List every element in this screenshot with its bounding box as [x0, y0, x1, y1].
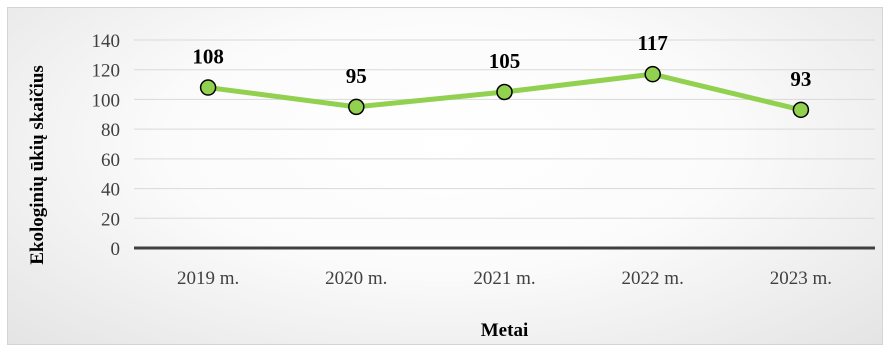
- y-axis-title: Ekologinių ūkių skaičius: [27, 65, 48, 265]
- x-tick-label: 2019 m.: [177, 268, 239, 289]
- data-point-marker: [348, 98, 365, 116]
- y-tick-label: 80: [101, 120, 120, 141]
- y-tick-label: 140: [92, 31, 121, 52]
- data-point-marker: [496, 83, 513, 101]
- x-axis-tick-labels: 2019 m. 2020 m. 2021 m. 2022 m. 2023 m.: [177, 268, 832, 289]
- y-tick-label: 120: [92, 61, 121, 82]
- data-point-marker: [792, 101, 810, 119]
- data-label: 95: [346, 64, 367, 88]
- chart-area: [7, 7, 883, 345]
- data-point-marker: [644, 65, 661, 83]
- y-tick-label: 40: [101, 180, 120, 201]
- data-labels: 108 95 105 117 93: [192, 31, 811, 91]
- data-label: 108: [192, 45, 224, 69]
- y-axis-tick-labels: 0 20 40 60 80 100 120 140: [92, 31, 121, 260]
- data-point-marker: [199, 79, 217, 96]
- x-axis-title: Metai: [481, 320, 528, 341]
- x-tick-label: 2020 m.: [325, 268, 387, 289]
- data-label: 93: [790, 67, 811, 91]
- y-tick-label: 20: [101, 209, 120, 230]
- y-tick-label: 100: [92, 90, 121, 111]
- x-tick-label: 2023 m.: [770, 268, 832, 289]
- x-tick-label: 2022 m.: [622, 268, 684, 289]
- x-tick-label: 2021 m.: [473, 268, 535, 289]
- series-markers: [199, 65, 810, 119]
- y-tick-label: 60: [101, 150, 120, 171]
- y-tick-label: 0: [111, 239, 121, 260]
- data-label: 117: [638, 31, 668, 55]
- data-label: 105: [489, 49, 521, 73]
